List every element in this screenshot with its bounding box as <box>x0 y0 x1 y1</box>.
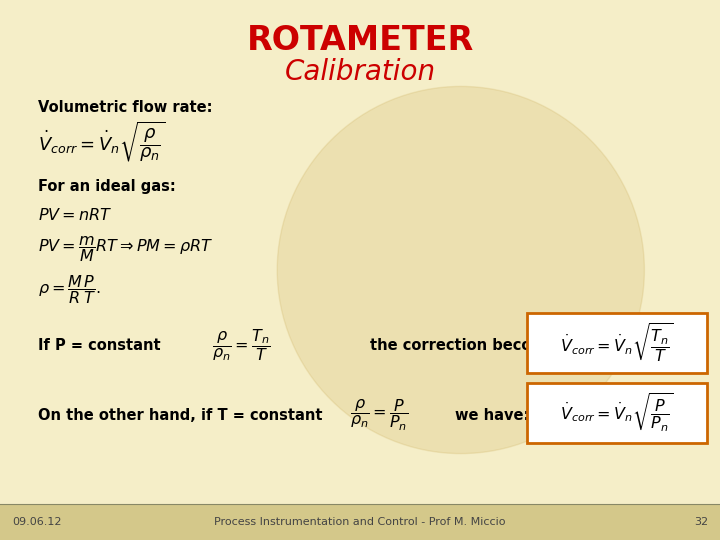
Text: Calibration: Calibration <box>284 58 436 86</box>
FancyBboxPatch shape <box>527 313 707 373</box>
Text: Process Instrumentation and Control - Prof M. Miccio: Process Instrumentation and Control - Pr… <box>215 517 505 527</box>
Text: 09.06.12: 09.06.12 <box>12 517 61 527</box>
Text: we have:: we have: <box>455 408 529 422</box>
Circle shape <box>277 86 644 454</box>
Text: $\dfrac{\rho}{\rho_n} = \dfrac{P}{P_n}$: $\dfrac{\rho}{\rho_n} = \dfrac{P}{P_n}$ <box>350 397 408 433</box>
Text: On the other hand, if T = constant: On the other hand, if T = constant <box>38 408 323 422</box>
Text: $\dfrac{\rho}{\rho_n} = \dfrac{T_n}{T}$: $\dfrac{\rho}{\rho_n} = \dfrac{T_n}{T}$ <box>212 327 271 363</box>
Text: $\rho = \dfrac{M}{R}\dfrac{P}{T}.$: $\rho = \dfrac{M}{R}\dfrac{P}{T}.$ <box>38 273 101 307</box>
Text: 32: 32 <box>694 517 708 527</box>
Bar <box>0 504 720 540</box>
Text: $\dot{V}_{corr} = \dot{V}_n \sqrt{\dfrac{P}{P_n}}$: $\dot{V}_{corr} = \dot{V}_n \sqrt{\dfrac… <box>560 392 674 434</box>
Text: Volumetric flow rate:: Volumetric flow rate: <box>38 100 212 116</box>
Text: the correction becomes:: the correction becomes: <box>370 338 571 353</box>
Text: $\dot{V}_{corr} = \dot{V}_n \sqrt{\dfrac{\rho}{\rho_n}}$: $\dot{V}_{corr} = \dot{V}_n \sqrt{\dfrac… <box>38 120 166 164</box>
Text: For an ideal gas:: For an ideal gas: <box>38 179 176 193</box>
Text: If P = constant: If P = constant <box>38 338 161 353</box>
Text: $PV = \dfrac{m}{M}RT \Rightarrow PM = \rho RT$: $PV = \dfrac{m}{M}RT \Rightarrow PM = \r… <box>38 234 214 264</box>
Text: ROTAMETER: ROTAMETER <box>246 24 474 57</box>
FancyBboxPatch shape <box>527 383 707 443</box>
Text: $PV = nRT$: $PV = nRT$ <box>38 207 112 223</box>
Text: $\dot{V}_{corr} = \dot{V}_n \sqrt{\dfrac{T_n}{T}}$: $\dot{V}_{corr} = \dot{V}_n \sqrt{\dfrac… <box>560 322 674 364</box>
